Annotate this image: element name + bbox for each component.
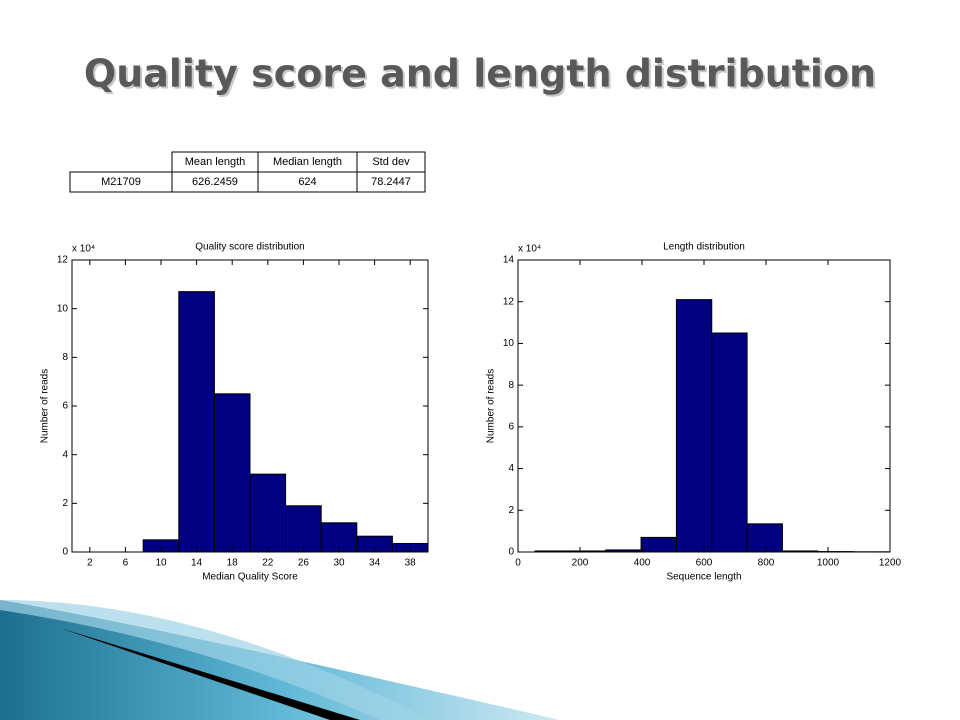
y-tick-label: 0 (62, 547, 68, 558)
slide-title: Quality score and length distribution (84, 52, 876, 96)
table-cell-text: 624 (298, 176, 316, 188)
table-cell (356, 171, 426, 193)
y-tick-label: 8 (62, 352, 68, 363)
x-tick-label: 2 (87, 558, 93, 569)
table-cell-text: 626.2459 (192, 176, 238, 188)
y-tick-label: 4 (62, 449, 68, 460)
histogram-bar (213, 393, 251, 553)
table-cell-text: 78.2447 (371, 176, 411, 188)
x-tick-label: 26 (298, 558, 310, 569)
x-tick-label: 6 (123, 558, 129, 569)
x-tick-label: 22 (262, 558, 274, 569)
x-tick-label: 400 (634, 558, 651, 569)
y-tick-label: 2 (62, 498, 68, 509)
histogram-bar (746, 523, 783, 553)
chart-title: Length distribution (663, 242, 745, 253)
y-offset-label: x 10⁴ (518, 244, 541, 255)
y-tick-label: 12 (503, 296, 515, 307)
histogram-bar (640, 536, 677, 553)
x-tick-label: 14 (191, 558, 203, 569)
x-tick-label: 200 (572, 558, 589, 569)
title-shadow: Quality score and length distribution (86, 54, 878, 98)
y-tick-label: 14 (503, 255, 515, 266)
y-axis-label: Number of reads (486, 369, 497, 443)
chart: 0 200 400 600 800 1000 1200 0 2 4 6 8 10 12 14 Length d… (486, 242, 902, 583)
table-cell-text: M21709 (101, 176, 141, 188)
x-tick-label: 34 (369, 558, 381, 569)
x-tick-label: 1000 (817, 558, 840, 569)
y-tick-label: 12 (57, 255, 69, 266)
y-axis-label: Number of reads (40, 369, 51, 443)
y-tick-label: 6 (508, 421, 514, 432)
x-tick-label: 800 (758, 558, 775, 569)
x-tick-label: 10 (155, 558, 167, 569)
histogram-bar (711, 332, 748, 553)
x-tick-label: 0 (515, 558, 521, 569)
x-axis-label: Sequence length (666, 572, 741, 583)
x-tick-label: 1200 (879, 558, 902, 569)
stats-table: Mean length Median length Std dev M21709 626… (69, 151, 426, 193)
y-tick-label: 8 (508, 380, 514, 391)
histogram-bar (178, 291, 215, 553)
histogram-bar (249, 473, 287, 553)
y-tick-label: 10 (503, 338, 515, 349)
x-axis-label: Median Quality Score (202, 572, 298, 583)
decoration (0, 600, 560, 720)
x-tick-label: 30 (333, 558, 345, 569)
table-header: Median length (273, 156, 342, 168)
x-tick-label: 18 (227, 558, 239, 569)
x-tick-label: 600 (696, 558, 713, 569)
y-tick-label: 2 (508, 505, 514, 516)
y-offset-label: x 10⁴ (72, 244, 95, 255)
histogram-bar (285, 505, 322, 553)
histogram-bar (675, 299, 713, 553)
table-header: Mean length (185, 156, 246, 168)
x-tick-label: 38 (405, 558, 417, 569)
y-tick-label: 0 (508, 547, 514, 558)
table-header: Std dev (372, 156, 410, 168)
y-tick-label: 10 (57, 303, 69, 314)
y-tick-label: 6 (62, 401, 68, 412)
chart-title: Quality score distribution (195, 242, 305, 253)
y-tick-label: 4 (508, 463, 514, 474)
